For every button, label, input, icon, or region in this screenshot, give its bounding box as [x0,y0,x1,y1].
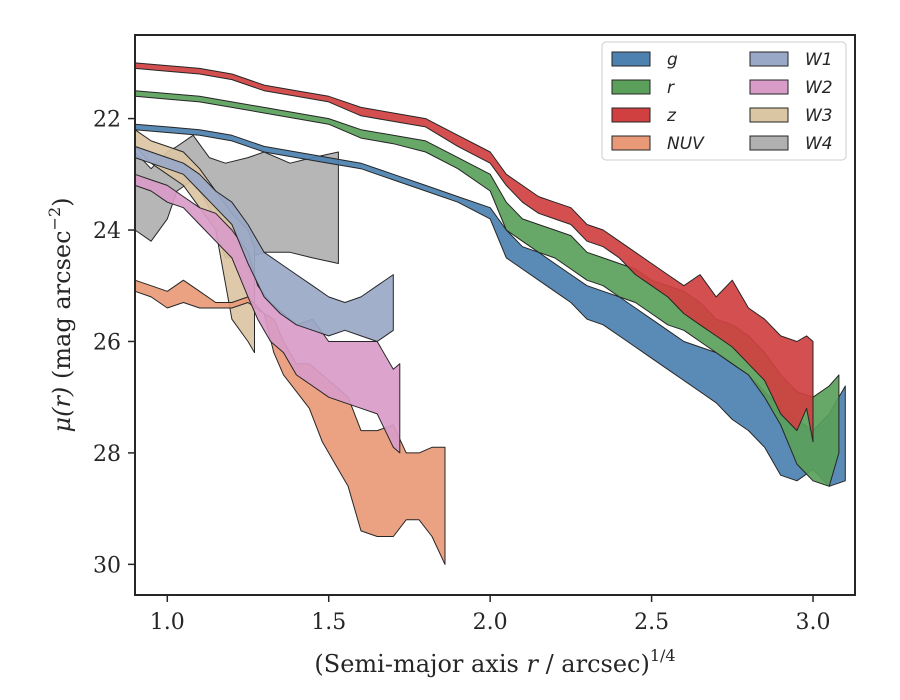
y-axis-label: μ(r) (mag arcsec−2) [45,197,76,432]
legend-label-r: r [667,78,675,98]
y-tick-label: 28 [93,442,121,467]
y-tick-label: 30 [93,553,121,578]
series-band-w1 [134,145,394,342]
legend-swatch-r [611,79,651,95]
y-tick-label: 26 [93,330,121,355]
legend-swatch-w4 [749,135,789,151]
x-axis-label: (Semi-major axis r / arcsec)1/4 [314,646,675,678]
legend-entries: grz NUV W1 W2 W3 W4 [611,50,833,154]
legend-box [601,41,847,161]
legend-label-w4: W4 [805,134,833,154]
legend-label-w3: W3 [805,106,833,126]
legend: grz NUV W1 W2 W3 W4 [601,41,847,161]
legend-label-w1: W1 [805,50,833,70]
legend-swatch-w2 [749,79,789,95]
y-tick-label: 22 [93,108,121,133]
legend-swatch-nuv [611,135,651,151]
series-band-z [134,62,814,443]
x-tick-label: 2.0 [473,610,508,635]
legend-label-w2: W2 [805,78,833,98]
x-tick-label: 2.5 [634,610,669,635]
legend-label-g: g [667,50,678,70]
legend-swatch-w1 [749,51,789,67]
ticks-layer: 1.0 1.5 2.0 2.5 3.0 22 24 26 28 30 [93,108,831,635]
legend-swatch-w3 [749,107,789,123]
y-tick-label: 24 [93,219,121,244]
x-tick-label: 1.0 [150,610,185,635]
x-tick-label: 3.0 [796,610,831,635]
legend-label-z: z [666,106,677,126]
x-tick-label: 1.5 [311,610,346,635]
legend-swatch-z [611,107,651,123]
series-band-r [134,90,840,487]
legend-label-nuv: NUV [667,134,705,154]
series-band-g [134,123,846,487]
plot-frame [134,34,856,596]
legend-swatch-g [611,51,651,67]
series-layer [134,62,846,565]
